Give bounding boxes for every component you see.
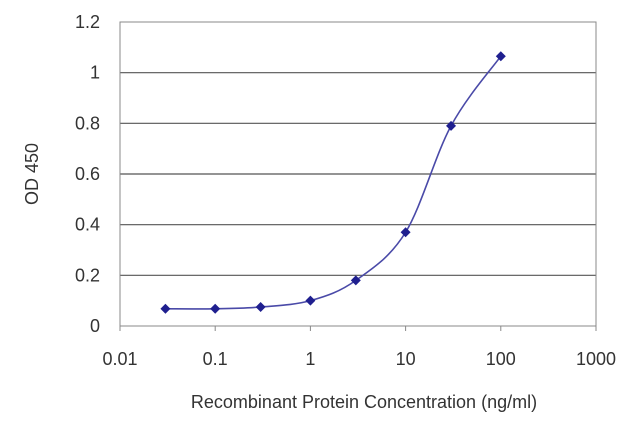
data-point	[305, 295, 316, 306]
y-tick-label: 0.6	[75, 164, 100, 184]
fit-curve	[165, 55, 502, 310]
y-tick-label: 0.8	[75, 113, 100, 133]
y-axis-title: OD 450	[22, 143, 42, 205]
data-point	[210, 303, 221, 314]
x-tick-label: 1000	[576, 349, 616, 369]
data-point	[400, 227, 411, 238]
x-tick-label: 100	[486, 349, 516, 369]
y-tick-label: 1.2	[75, 12, 100, 32]
x-axis-ticks: 0.01 0.1 1 10 100 1000	[102, 326, 616, 369]
y-tick-label: 0.4	[75, 215, 100, 235]
x-tick-label: 1	[305, 349, 315, 369]
data-point	[350, 275, 361, 286]
x-tick-label: 0.01	[102, 349, 137, 369]
x-tick-label: 10	[396, 349, 416, 369]
y-axis-ticks: 0 0.2 0.4 0.6 0.8 1 1.2	[75, 12, 100, 336]
x-tick-label: 0.1	[203, 349, 228, 369]
data-point	[160, 303, 171, 314]
data-point	[446, 120, 457, 131]
data-point	[495, 51, 506, 62]
data-point	[255, 302, 266, 312]
data-points	[160, 51, 506, 314]
grid-lines	[120, 72, 596, 276]
y-tick-label: 0	[90, 316, 100, 336]
plot-area-frame	[119, 21, 597, 327]
x-axis-title: Recombinant Protein Concentration (ng/ml…	[191, 392, 537, 412]
y-tick-label: 0.2	[75, 265, 100, 285]
y-tick-label: 1	[90, 63, 100, 83]
